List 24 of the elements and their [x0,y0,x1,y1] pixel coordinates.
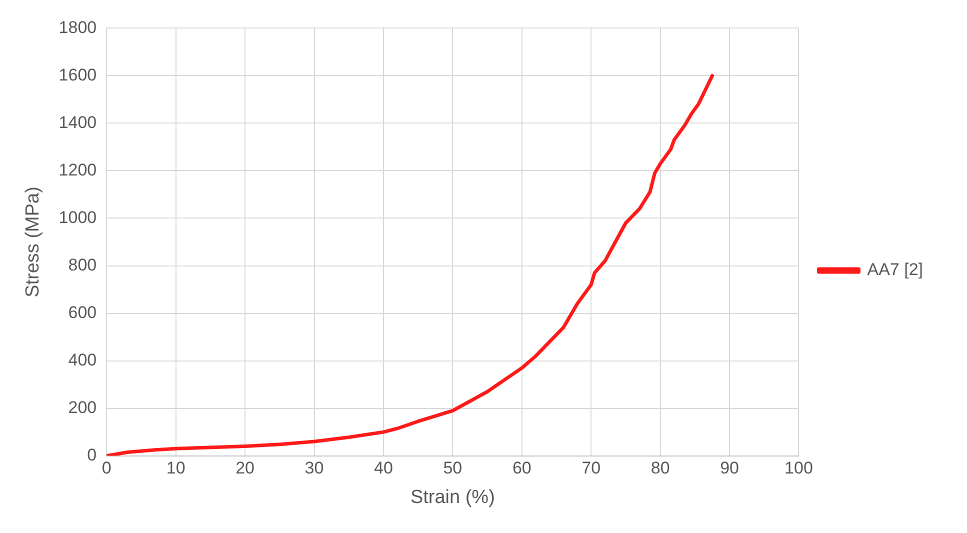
x-tick-label: 50 [443,458,462,478]
y-tick-label: 1800 [58,18,97,37]
x-axis-title: Strain (%) [410,486,495,508]
x-tick-label: 70 [582,458,601,478]
y-tick-label: 1000 [58,208,97,227]
x-tick-label: 90 [720,458,739,478]
x-tick-label: 60 [512,458,532,478]
y-axis-title: Stress (MPa) [22,186,44,298]
x-tick-label: 30 [304,458,324,478]
x-tick-label: 20 [236,458,255,478]
y-tick-label: 1600 [58,65,97,84]
x-tick-label: 40 [374,458,393,478]
y-tick-label: 1400 [58,112,97,132]
x-tick-label: 80 [650,458,670,478]
y-tick-label: 600 [68,302,97,322]
y-tick-label: 200 [68,398,97,417]
y-tick-label: 400 [68,350,97,370]
legend-label: AA7 [2] [867,260,924,280]
y-tick-label: 1200 [58,160,97,180]
x-tick-label: 100 [784,458,813,478]
x-tick-label: 0 [102,458,112,478]
y-tick-label: 0 [87,445,97,464]
x-tick-label: 10 [166,458,186,478]
y-tick-label: 800 [68,255,97,274]
